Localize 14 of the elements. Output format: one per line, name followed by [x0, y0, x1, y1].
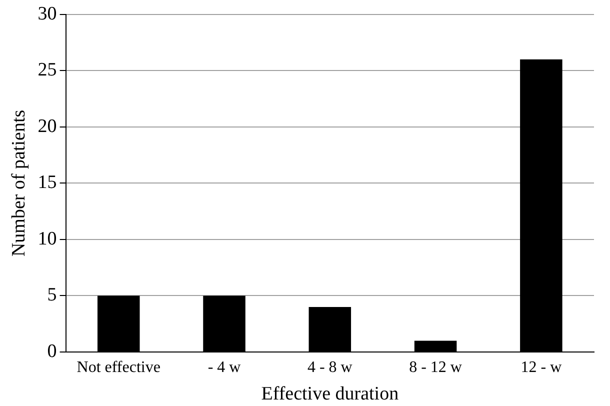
y-tick-label: 5 — [47, 284, 57, 306]
y-tick-label: 25 — [38, 60, 57, 81]
y-tick-label: 15 — [38, 172, 57, 194]
x-tick-label: 12 - w — [520, 358, 562, 376]
y-tick-label: 30 — [38, 3, 57, 24]
y-tick-label: 10 — [38, 228, 57, 250]
x-tick-label: 8 - 12 w — [409, 358, 462, 376]
x-tick-label: 4 - 8 w — [307, 358, 353, 376]
x-tick-label: - 4 w — [208, 358, 242, 376]
x-axis-title: Effective duration — [261, 384, 400, 405]
y-tick-label: 20 — [38, 116, 57, 137]
x-tick-label: Not effective — [76, 358, 160, 376]
y-tick-label: 0 — [47, 340, 57, 362]
y-axis-title: Number of patients — [8, 110, 30, 257]
